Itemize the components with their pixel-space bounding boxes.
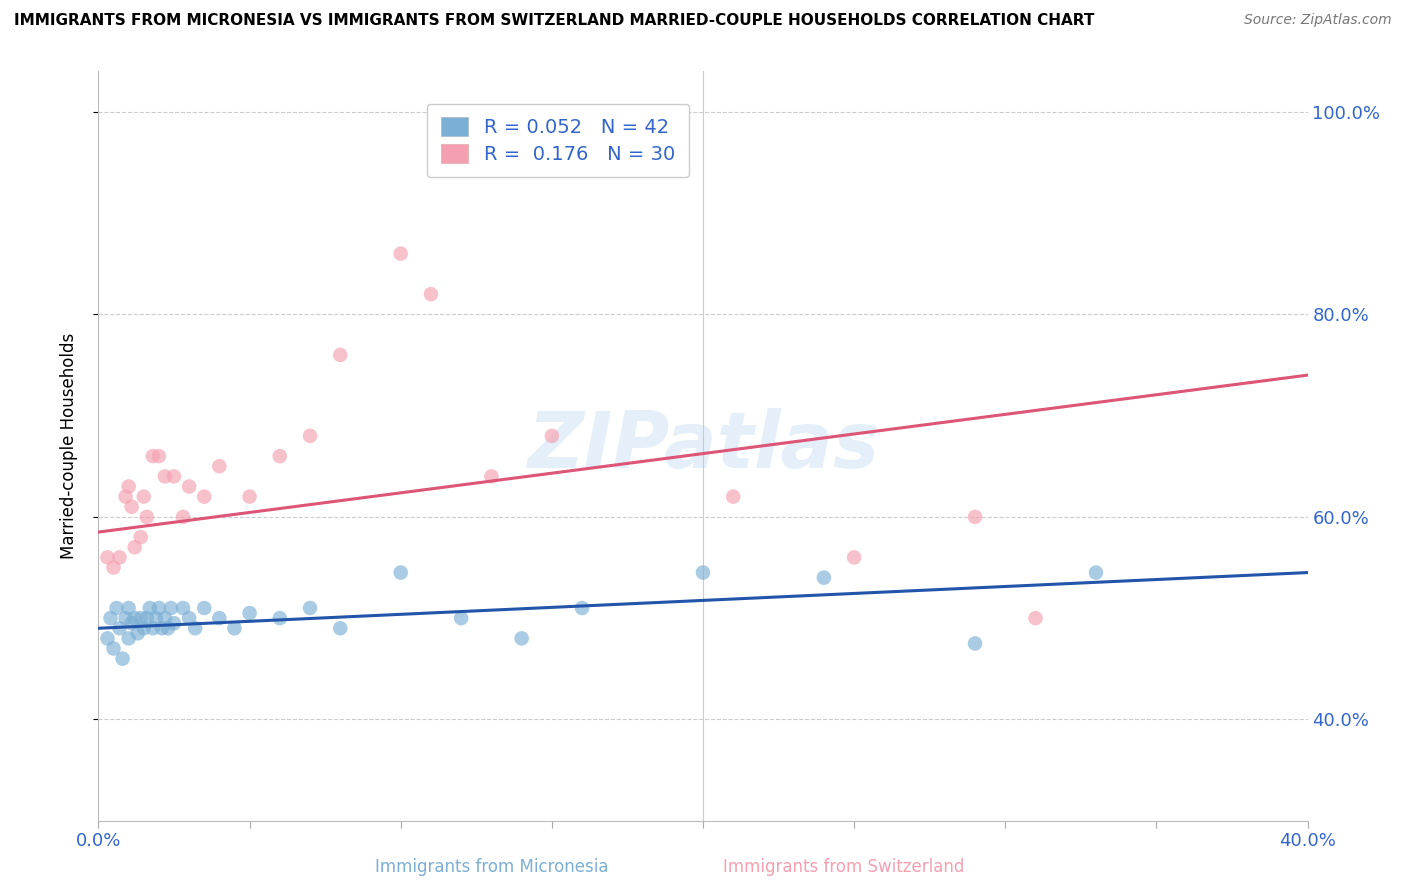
Point: [148, 449, 170, 463]
Point: [481, 469, 503, 483]
Point: [389, 246, 412, 260]
Point: [450, 611, 472, 625]
Point: [103, 641, 125, 656]
Point: [135, 611, 157, 625]
Point: [118, 601, 141, 615]
Point: [239, 606, 262, 620]
Point: [571, 601, 593, 615]
Point: [299, 601, 322, 615]
Point: [1024, 611, 1046, 625]
Point: [163, 469, 186, 483]
Text: IMMIGRANTS FROM MICRONESIA VS IMMIGRANTS FROM SWITZERLAND MARRIED-COUPLE HOUSEHO: IMMIGRANTS FROM MICRONESIA VS IMMIGRANTS…: [14, 13, 1094, 29]
Point: [150, 621, 173, 635]
Point: [103, 560, 125, 574]
Point: [153, 469, 176, 483]
Point: [844, 550, 866, 565]
Point: [179, 611, 201, 625]
Point: [329, 621, 352, 635]
Point: [208, 611, 231, 625]
Point: [193, 490, 215, 504]
Point: [129, 611, 152, 625]
Point: [148, 601, 170, 615]
Point: [132, 621, 155, 635]
Text: Immigrants from Switzerland: Immigrants from Switzerland: [723, 858, 965, 876]
Point: [420, 287, 443, 301]
Point: [105, 601, 128, 615]
Point: [510, 632, 533, 646]
Point: [224, 621, 246, 635]
Point: [813, 571, 835, 585]
Point: [156, 621, 179, 635]
Point: [153, 611, 176, 625]
Point: [163, 616, 186, 631]
Point: [208, 459, 231, 474]
Point: [299, 429, 322, 443]
Point: [139, 601, 162, 615]
Point: [142, 621, 165, 635]
Point: [692, 566, 714, 580]
Point: [108, 621, 131, 635]
Point: [172, 601, 194, 615]
Point: [129, 530, 152, 544]
Text: Source: ZipAtlas.com: Source: ZipAtlas.com: [1244, 13, 1392, 28]
Point: [96, 632, 118, 646]
Point: [193, 601, 215, 615]
Point: [121, 500, 143, 514]
Point: [124, 541, 146, 555]
Point: [142, 449, 165, 463]
Text: ZIPatlas: ZIPatlas: [527, 408, 879, 484]
Point: [965, 636, 987, 650]
Y-axis label: Married-couple Households: Married-couple Households: [59, 333, 77, 559]
Point: [145, 611, 167, 625]
Point: [114, 611, 136, 625]
Point: [329, 348, 352, 362]
Point: [184, 621, 207, 635]
Point: [269, 611, 291, 625]
Point: [127, 626, 149, 640]
Point: [121, 616, 143, 631]
Point: [108, 550, 131, 565]
Point: [389, 566, 412, 580]
Point: [965, 509, 987, 524]
Point: [111, 651, 134, 665]
Point: [269, 449, 291, 463]
Point: [118, 632, 141, 646]
Point: [135, 509, 157, 524]
Point: [114, 490, 136, 504]
Point: [132, 490, 155, 504]
Point: [1085, 566, 1108, 580]
Point: [100, 611, 122, 625]
Point: [540, 429, 562, 443]
Text: Immigrants from Micronesia: Immigrants from Micronesia: [375, 858, 609, 876]
Point: [160, 601, 183, 615]
Point: [239, 490, 262, 504]
Point: [96, 550, 118, 565]
Point: [723, 490, 745, 504]
Legend: R = 0.052   N = 42, R =  0.176   N = 30: R = 0.052 N = 42, R = 0.176 N = 30: [427, 103, 689, 178]
Point: [172, 509, 194, 524]
Point: [179, 479, 201, 493]
Point: [124, 611, 146, 625]
Point: [118, 479, 141, 493]
